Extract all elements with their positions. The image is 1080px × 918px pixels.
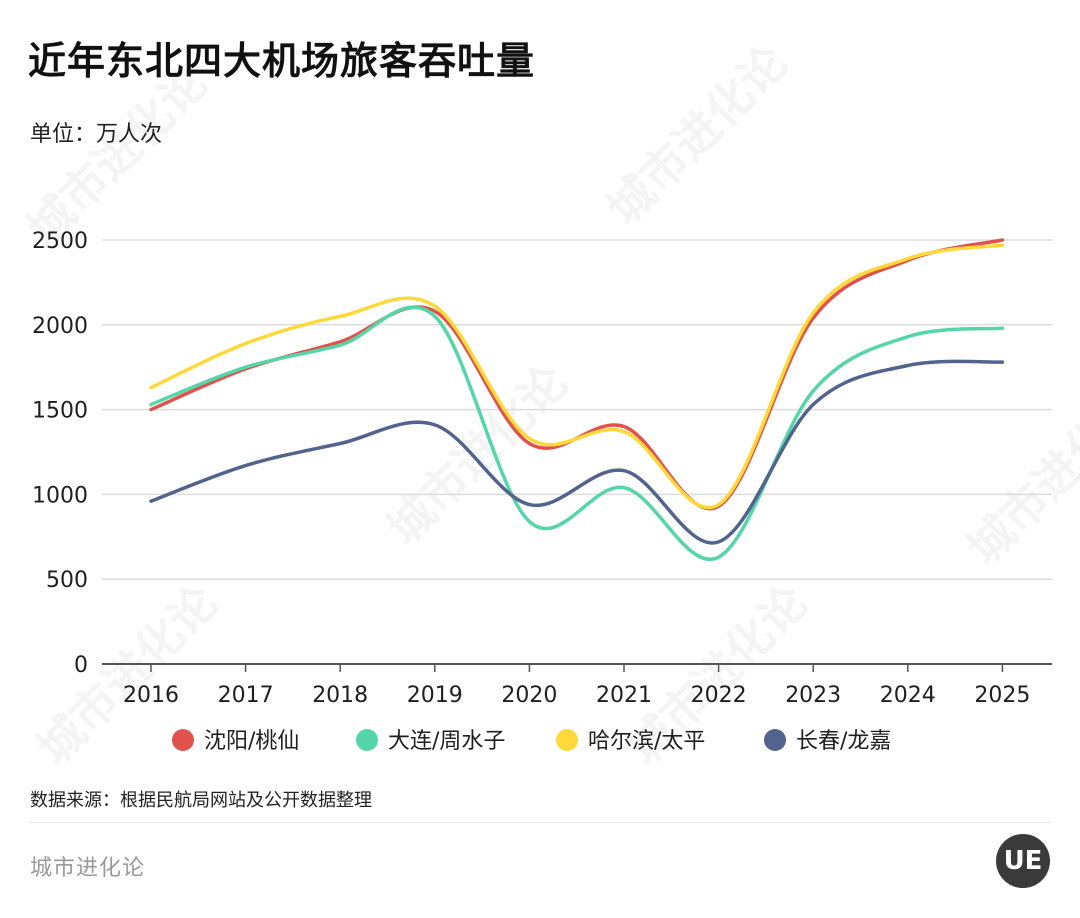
legend-marker: [556, 729, 578, 751]
brand-logo: UE: [996, 834, 1050, 888]
x-tick-label: 2022: [691, 683, 747, 708]
y-tick-label: 1000: [32, 483, 88, 508]
series-line-3: [149, 243, 1005, 510]
y-tick-label: 2500: [32, 229, 88, 254]
line-chart: 0 500 1000 1500 2000 2500 2016 2017 2018 2019 2020…: [32, 229, 1052, 754]
legend-label: 哈尔滨/太平: [588, 729, 705, 754]
x-tick-label: 2023: [785, 683, 841, 708]
y-tick-label: 500: [46, 568, 88, 593]
y-tick-label: 2000: [32, 314, 88, 339]
x-tick-label: 2017: [218, 683, 274, 708]
series-line-4: [149, 359, 1005, 545]
unit-label: 单位：万人次: [30, 122, 163, 147]
x-tick-label: 2019: [407, 683, 463, 708]
y-tick-label: 0: [74, 653, 88, 678]
x-tick-label: 2024: [880, 683, 936, 708]
series-line-1: [149, 238, 1005, 511]
legend-marker: [356, 729, 378, 751]
legend-label: 长春/龙嘉: [796, 729, 891, 754]
x-tick-label: 2025: [974, 683, 1030, 708]
footer-divider: [30, 822, 1050, 823]
y-tick-label: 1500: [32, 399, 88, 424]
series-line-2: [149, 305, 1005, 561]
brand-name: 城市进化论: [30, 856, 146, 881]
legend-marker: [764, 729, 786, 751]
x-tick-label: 2020: [501, 683, 557, 708]
chart-title: 近年东北四大机场旅客吞吐量: [28, 39, 536, 83]
legend-label: 大连/周水子: [388, 729, 505, 754]
x-tick-label: 2021: [596, 683, 652, 708]
source-note: 数据来源：根据民航局网站及公开数据整理: [30, 790, 372, 811]
legend-marker: [172, 729, 194, 751]
legend-label: 沈阳/桃仙: [204, 729, 299, 754]
x-tick-label: 2016: [123, 683, 179, 708]
x-tick-label: 2018: [312, 683, 368, 708]
